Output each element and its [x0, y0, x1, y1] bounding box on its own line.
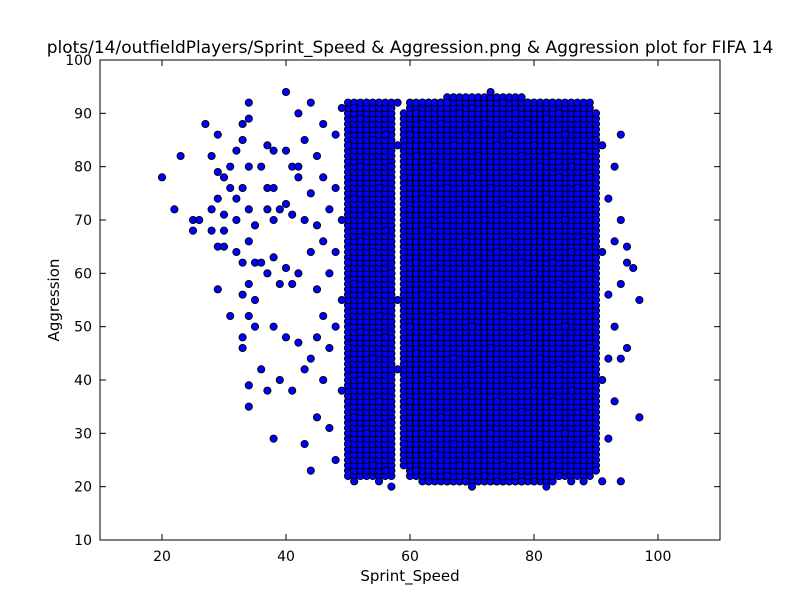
data-point [554, 109, 563, 118]
data-point [591, 109, 601, 118]
data-point [585, 98, 594, 107]
data-point [548, 98, 557, 107]
points-layer [157, 87, 644, 491]
chart-title: plots/14/outfieldPlayers/Sprint_Speed & … [47, 38, 774, 58]
